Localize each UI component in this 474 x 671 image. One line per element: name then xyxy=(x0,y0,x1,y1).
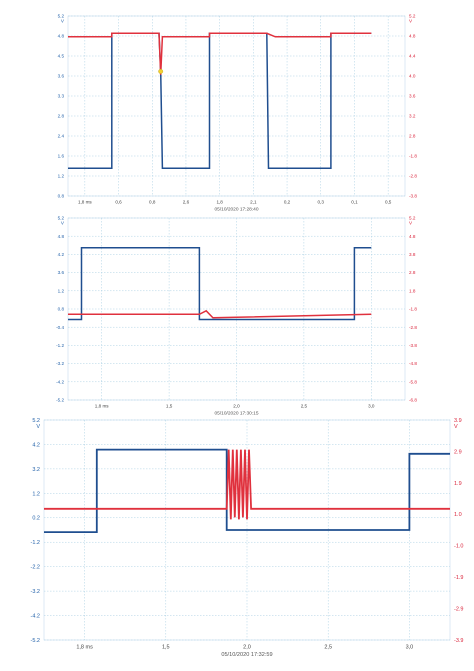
x-tick-label: 3,0 xyxy=(406,645,414,651)
cursor-marker xyxy=(158,68,164,74)
x-tick-label: 1,8 ms xyxy=(76,645,93,651)
left-unit-label: V xyxy=(36,424,40,430)
right-tick-label: 1.0 xyxy=(454,512,462,518)
x-tick-label: 1,5 xyxy=(166,404,173,409)
x-tick-label: 2,5 xyxy=(324,645,332,651)
left-tick-label: -1.2 xyxy=(31,540,40,546)
right-tick-label: 4.8 xyxy=(409,234,416,239)
x-tick-label: 0,3 xyxy=(318,200,325,205)
left-tick-label: -1.2 xyxy=(56,343,64,348)
right-tick-label: -4.8 xyxy=(409,361,417,366)
trace-series-2 xyxy=(68,309,372,319)
x-tick-label: 2,1 xyxy=(250,200,257,205)
right-tick-label: 5.2 xyxy=(409,14,416,19)
left-tick-label: 5.2 xyxy=(32,418,40,424)
capture-timestamp: 05/10/2020 17:32:59 xyxy=(221,652,272,658)
left-tick-label: -5.2 xyxy=(56,398,64,403)
scope-panel-3: 5.24.23.21.20.2-1.2-2.2-3.2-4.2-5.2V3.92… xyxy=(31,418,464,658)
left-tick-label: -4.2 xyxy=(56,379,64,384)
left-unit-label: V xyxy=(61,221,65,226)
left-tick-label: 5.2 xyxy=(58,14,65,19)
left-unit-label: V xyxy=(61,19,65,24)
right-tick-label: 2.8 xyxy=(409,134,416,139)
left-tick-label: 3.2 xyxy=(32,467,40,473)
left-tick-label: 3.3 xyxy=(58,94,65,99)
right-unit-label: V xyxy=(454,424,458,430)
left-tick-label: -3.2 xyxy=(56,361,64,366)
right-tick-label: 1.8 xyxy=(409,288,416,293)
right-tick-label: -1.8 xyxy=(409,154,417,159)
left-tick-label: -0.4 xyxy=(56,325,64,330)
left-tick-label: 0.2 xyxy=(32,516,40,522)
left-tick-label: 4.8 xyxy=(58,234,65,239)
capture-timestamp: 05/10/2020 17:28:40 xyxy=(214,206,258,212)
scope-panel-2: 5.24.84.23.61.20.8-0.4-1.2-3.2-4.2-5.2V5… xyxy=(56,216,417,417)
right-tick-label: 4.4 xyxy=(409,54,416,59)
x-tick-label: 0,6 xyxy=(115,200,122,205)
left-tick-label: -5.2 xyxy=(31,638,40,644)
x-tick-label: 1,5 xyxy=(162,645,170,651)
left-tick-label: 0.8 xyxy=(58,307,65,312)
left-tick-label: 4.5 xyxy=(58,54,65,59)
right-tick-label: -3.8 xyxy=(409,343,417,348)
x-tick-label: 1,8 xyxy=(216,200,223,205)
left-tick-label: 1.6 xyxy=(58,154,65,159)
right-tick-label: -6.8 xyxy=(409,398,417,403)
trace-series-2 xyxy=(68,32,372,75)
right-tick-label: -1.0 xyxy=(454,544,463,550)
right-tick-label: 3.6 xyxy=(409,94,416,99)
right-tick-label: -1.9 xyxy=(454,575,463,581)
left-tick-label: 1.2 xyxy=(32,491,40,497)
right-unit-label: V xyxy=(409,19,413,24)
x-tick-label: 2,0 xyxy=(233,404,240,409)
left-tick-label: 2.4 xyxy=(58,134,65,139)
left-tick-label: 0.8 xyxy=(58,194,65,199)
x-tick-label: 1,8 ms xyxy=(78,200,92,205)
right-tick-label: 2.9 xyxy=(454,449,462,455)
right-tick-label: 2.8 xyxy=(409,270,416,275)
x-tick-label: 2,6 xyxy=(183,200,190,205)
right-tick-label: 3.2 xyxy=(409,114,416,119)
x-tick-label: 0,1 xyxy=(351,200,358,205)
right-tick-label: 3.8 xyxy=(409,252,416,257)
right-tick-label: 4.0 xyxy=(409,74,416,79)
x-tick-label: 2,0 xyxy=(243,645,251,651)
x-tick-label: 3,0 xyxy=(368,404,375,409)
left-tick-label: 3.6 xyxy=(58,74,65,79)
scope-panel-1: 5.24.84.53.63.32.82.41.61.20.8V5.24.84.4… xyxy=(58,14,418,213)
x-tick-label: 2,5 xyxy=(301,404,308,409)
x-tick-label: 1,8 ms xyxy=(95,404,109,409)
left-tick-label: 4.2 xyxy=(58,252,65,257)
left-tick-label: -4.2 xyxy=(31,613,40,619)
left-tick-label: 1.2 xyxy=(58,288,65,293)
left-tick-label: 4.2 xyxy=(32,442,40,448)
left-tick-label: -2.2 xyxy=(31,565,40,571)
right-tick-label: 3.9 xyxy=(454,418,462,424)
right-tick-label: -3.9 xyxy=(454,638,463,644)
right-tick-label: 5.2 xyxy=(409,216,416,221)
capture-timestamp: 05/10/2020 17:30:15 xyxy=(214,410,258,416)
left-tick-label: 5.2 xyxy=(58,216,65,221)
right-tick-label: -2.8 xyxy=(409,325,417,330)
left-tick-label: 2.8 xyxy=(58,114,65,119)
right-tick-label: -5.8 xyxy=(409,379,417,384)
left-tick-label: -3.2 xyxy=(31,589,40,595)
right-tick-label: -2.8 xyxy=(409,174,417,179)
left-tick-label: 3.6 xyxy=(58,270,65,275)
trace-series-2 xyxy=(44,449,450,520)
left-tick-label: 1.2 xyxy=(58,174,65,179)
right-tick-label: -2.9 xyxy=(454,606,463,612)
right-tick-label: 4.8 xyxy=(409,34,416,39)
x-tick-label: 0,2 xyxy=(284,200,291,205)
trace-series-1 xyxy=(68,247,372,321)
right-tick-label: -3.8 xyxy=(409,194,417,199)
right-unit-label: V xyxy=(409,221,413,226)
left-tick-label: 4.8 xyxy=(58,34,65,39)
right-tick-label: -1.8 xyxy=(409,307,417,312)
x-tick-label: 0,8 xyxy=(149,200,156,205)
x-tick-label: 0,5 xyxy=(385,200,392,205)
right-tick-label: 1.9 xyxy=(454,481,462,487)
